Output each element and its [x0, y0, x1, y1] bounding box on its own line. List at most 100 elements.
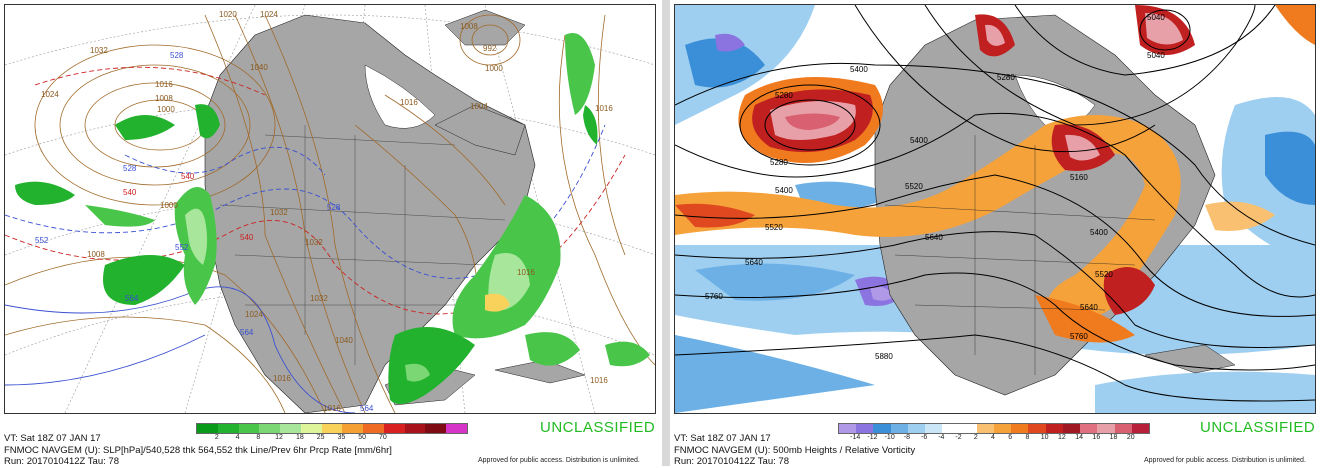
panel-divider [662, 0, 670, 466]
colorbar-swatch [959, 424, 977, 433]
slp-label: 1032 [90, 46, 108, 55]
slp-label: 992 [483, 44, 497, 53]
slp-label: 1020 [219, 10, 237, 19]
valid-time: VT: Sat 18Z 07 JAN 17 [4, 433, 101, 444]
run-info: Run: 2017010412Z Tau: 78 [4, 456, 119, 467]
precip-shading [15, 33, 650, 404]
slp-label: 1016 [273, 374, 291, 383]
colorbar-tick-label: 10 [1040, 434, 1049, 441]
slp-label: 1024 [260, 10, 278, 19]
colorbar-tick-label: 14 [1075, 434, 1084, 441]
height-label: 5400 [910, 136, 928, 145]
slp-label: 1024 [245, 310, 263, 319]
colorbar-swatch [383, 424, 405, 433]
colorbar-swatch [942, 424, 960, 433]
slp-label: 1000 [157, 105, 175, 114]
colorbar-tick-label: 2 [214, 434, 219, 441]
colorbar-swatch [856, 424, 874, 433]
political-boundaries [219, 125, 506, 365]
colorbar-tick-label: 4 [991, 434, 995, 441]
vort-map-svg: 5400 5280 5280 5400 5520 5640 5760 5400 … [675, 5, 1315, 413]
colorbar-tick-label: -12 [867, 434, 878, 441]
colorbar-swatch [1080, 424, 1098, 433]
height-label: 5520 [765, 223, 783, 232]
slp-isobars [5, 14, 655, 413]
colorbar-swatch [300, 424, 322, 433]
valid-time: VT: Sat 18Z 07 JAN 17 [674, 433, 771, 444]
colorbar-swatch [238, 424, 260, 433]
height-label: 5760 [705, 292, 723, 301]
colorbar-swatch [280, 424, 301, 433]
labrador [434, 104, 526, 156]
colorbar-tick-label: 16 [1092, 434, 1101, 441]
height-label: 5280 [775, 91, 793, 100]
height-label: 5880 [875, 352, 893, 361]
colorbar-swatch [890, 424, 908, 433]
height-label: 5400 [775, 186, 793, 195]
vorticity-panel: 5400 5280 5280 5400 5520 5640 5760 5400 … [670, 0, 1324, 467]
colorbar-tick-label: 8 [1025, 434, 1030, 441]
height-label: 5640 [745, 258, 763, 267]
thickness-552-564 [5, 286, 356, 413]
colorbar-swatch [1062, 424, 1081, 433]
political-boundaries [884, 135, 1156, 375]
colorbar-swatch [1114, 424, 1132, 433]
slp-label: 1016 [323, 404, 341, 413]
slp-labels: 1024 1016 1008 1000 1032 1040 1024 1016 … [41, 10, 613, 413]
colorbar-tick-label: 12 [275, 434, 283, 441]
slp-label: 1032 [270, 208, 288, 217]
colorbar-swatch [907, 424, 926, 433]
colorbar-swatch [839, 424, 857, 433]
vorticity-colorbar [838, 423, 1150, 434]
colorbar-swatch [1045, 424, 1063, 433]
slp-label: 1032 [310, 294, 328, 303]
colorbar-swatch [1131, 424, 1149, 433]
slp-map-svg: 1024 1016 1008 1000 1032 1040 1024 1016 … [5, 5, 655, 413]
slp-label: 1040 [250, 63, 268, 72]
colorbar-tick-label: 6 [1008, 434, 1013, 441]
slp-label: 1024 [41, 90, 59, 99]
colorbar-tick-label: 2 [973, 434, 978, 441]
slp-label: 1008 [155, 94, 173, 103]
height-label: 5040 [1147, 13, 1165, 22]
product-title: FNMOC NAVGEM (U): 500mb Heights / Relati… [674, 444, 916, 456]
colorbar-tick-label: 70 [379, 434, 387, 441]
classification-label: UNCLASSIFIED [540, 419, 656, 436]
thickness-label: 552 [35, 236, 49, 245]
product-title: FNMOC NAVGEM (U): SLP[hPa]/540,528 thk 5… [4, 444, 392, 456]
colorbar-swatch [1011, 424, 1029, 433]
colorbar-tick-label: 12 [1057, 434, 1066, 441]
slp-label: 1008 [87, 250, 105, 259]
colorbar-swatch [1097, 424, 1115, 433]
colorbar-tick-label: 18 [295, 434, 304, 441]
hudson-bay [364, 64, 436, 129]
colorbar-tick-label: -8 [903, 434, 910, 441]
thickness-label: 540 [181, 172, 195, 181]
colorbar-swatch [259, 424, 281, 433]
height-label: 5400 [1090, 228, 1108, 237]
slp-precip-map[interactable]: 1024 1016 1008 1000 1032 1040 1024 1016 … [4, 4, 656, 414]
colorbar-tick-label: 20 [1126, 434, 1135, 441]
colorbar-tick-label: 8 [256, 434, 261, 441]
colorbar-tick-label: 4 [235, 434, 240, 441]
slp-label: 1004 [470, 102, 488, 111]
slp-label: 1040 [335, 336, 353, 345]
slp-precip-panel: 1024 1016 1008 1000 1032 1040 1024 1016 … [0, 0, 662, 467]
vorticity-map[interactable]: 5400 5280 5280 5400 5520 5640 5760 5400 … [674, 4, 1316, 414]
colorbar-swatch [425, 424, 447, 433]
colorbar-swatch [976, 424, 994, 433]
height-label: 5040 [1147, 51, 1165, 60]
thickness-label: 564 [240, 328, 254, 337]
thickness-label: 552 [175, 243, 189, 252]
height-label: 5520 [905, 182, 923, 191]
colorbar-swatch [217, 424, 239, 433]
height-label: 5280 [770, 158, 788, 167]
500mb-height-contours [675, 5, 1315, 402]
slp-label: 1016 [155, 80, 173, 89]
height-label: 5520 [1095, 270, 1113, 279]
north-america-land [204, 14, 536, 413]
slp-label: 1016 [595, 104, 613, 113]
distribution-notice: Approved for public access. Distribution… [1144, 457, 1306, 464]
slp-label: 1016 [590, 376, 608, 385]
precip-colorbar [196, 423, 468, 434]
